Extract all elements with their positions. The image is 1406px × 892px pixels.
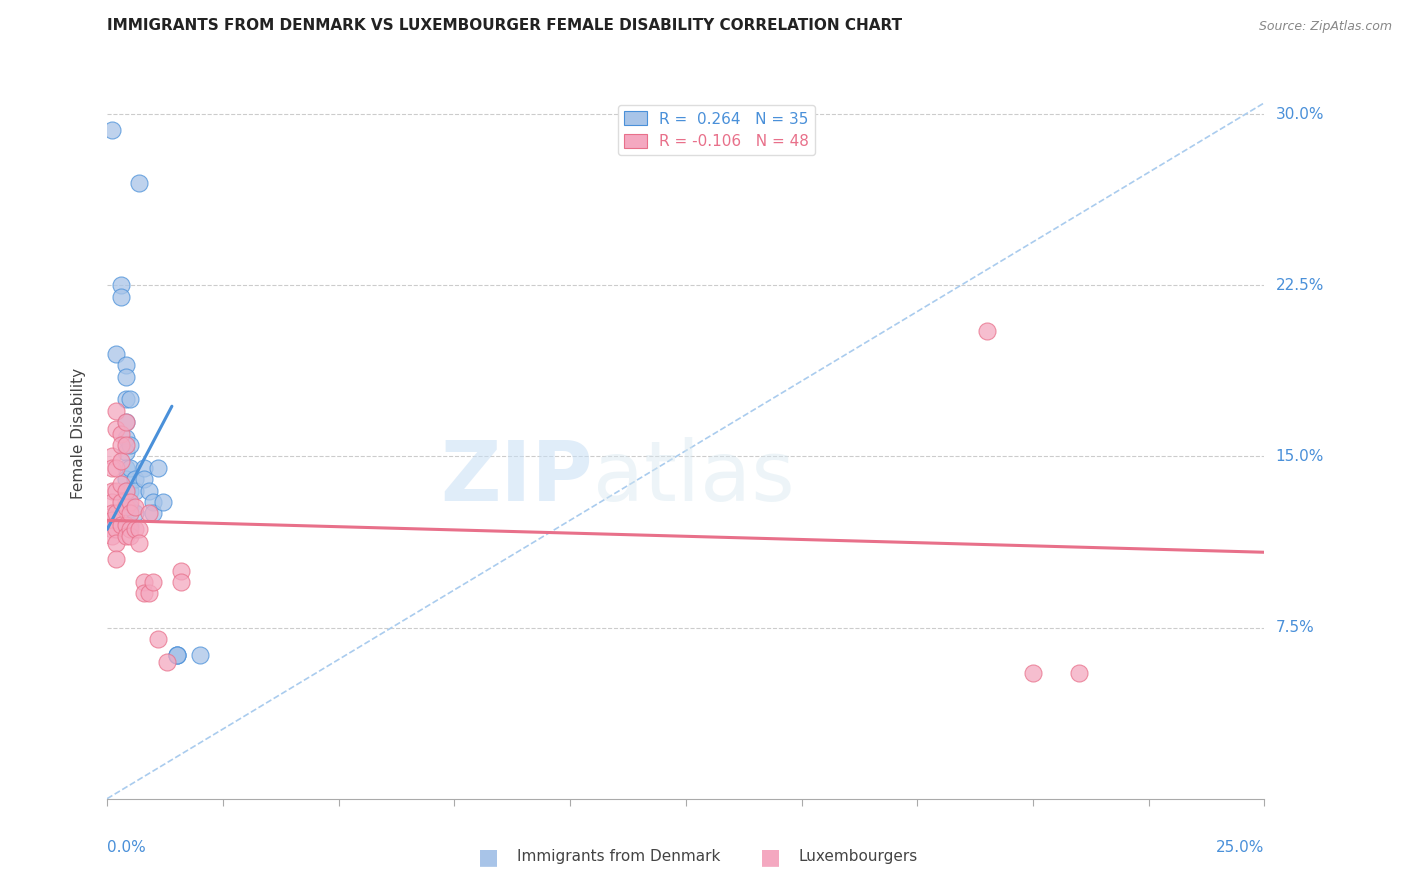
Point [100,507,122,521]
Point [105,460,128,475]
Point [110,454,132,468]
Point [120,523,142,537]
Point [100,529,122,543]
Point [100,513,122,527]
Y-axis label: Female Disability: Female Disability [72,368,86,500]
Point [138,507,160,521]
Text: atlas: atlas [593,437,794,518]
Point [142,507,165,521]
Point [105,552,128,566]
Point [120,460,142,475]
Point [105,483,128,498]
Point [170,564,193,578]
Point [114,500,136,514]
Point [114,495,136,509]
Text: 7.5%: 7.5% [1275,620,1315,635]
Point [128,176,150,190]
Point [100,450,122,464]
Text: 15.0%: 15.0% [1275,449,1324,464]
Point [105,347,128,361]
Text: Immigrants from Denmark: Immigrants from Denmark [517,849,720,864]
Point [132,586,155,600]
Point [105,422,128,436]
Text: Source: ZipAtlas.com: Source: ZipAtlas.com [1258,20,1392,33]
Point [166,648,188,662]
Point [114,415,136,429]
Point [124,507,146,521]
Point [138,483,160,498]
Point [128,523,150,537]
Text: Luxembourgers: Luxembourgers [799,849,918,864]
Point [110,517,132,532]
Point [105,523,128,537]
Point [100,460,122,475]
Point [1069,666,1091,681]
Point [142,495,165,509]
Point [142,574,165,589]
Point [120,392,142,407]
Point [114,529,136,543]
Point [1022,666,1045,681]
Point [100,123,122,137]
Point [110,438,132,452]
Point [114,472,136,486]
Point [105,507,128,521]
Point [132,472,155,486]
Point [124,483,146,498]
Point [120,483,142,498]
Point [100,495,122,509]
Point [166,648,188,662]
Text: ■: ■ [759,847,780,867]
Point [110,290,132,304]
Text: 0.0%: 0.0% [107,840,146,855]
Point [120,438,142,452]
Point [976,324,998,338]
Point [114,445,136,459]
Point [120,500,142,514]
Point [114,392,136,407]
Text: 25.0%: 25.0% [1216,840,1264,855]
Point [146,460,169,475]
Point [188,648,211,662]
Point [128,536,150,550]
Point [110,495,132,509]
Point [105,404,128,418]
Point [114,483,136,498]
Point [110,476,132,491]
Point [120,517,142,532]
Point [146,632,169,646]
Point [124,500,146,514]
Point [132,460,155,475]
Point [114,460,136,475]
Point [100,523,122,537]
Point [156,655,179,669]
Point [132,574,155,589]
Point [170,574,193,589]
Text: ■: ■ [478,847,499,867]
Legend: R =  0.264   N = 35, R = -0.106   N = 48: R = 0.264 N = 35, R = -0.106 N = 48 [619,105,815,155]
Point [152,495,174,509]
Point [120,495,142,509]
Point [124,472,146,486]
Point [114,369,136,384]
Point [114,431,136,445]
Point [105,536,128,550]
Point [166,648,188,662]
Point [120,507,142,521]
Text: 22.5%: 22.5% [1275,277,1324,293]
Point [114,358,136,372]
Text: ZIP: ZIP [440,437,593,518]
Point [120,529,142,543]
Point [124,523,146,537]
Point [110,278,132,293]
Text: IMMIGRANTS FROM DENMARK VS LUXEMBOURGER FEMALE DISABILITY CORRELATION CHART: IMMIGRANTS FROM DENMARK VS LUXEMBOURGER … [107,18,903,33]
Point [110,426,132,441]
Point [114,483,136,498]
Point [138,586,160,600]
Point [114,517,136,532]
Point [114,438,136,452]
Text: 30.0%: 30.0% [1275,107,1324,121]
Point [114,415,136,429]
Point [100,483,122,498]
